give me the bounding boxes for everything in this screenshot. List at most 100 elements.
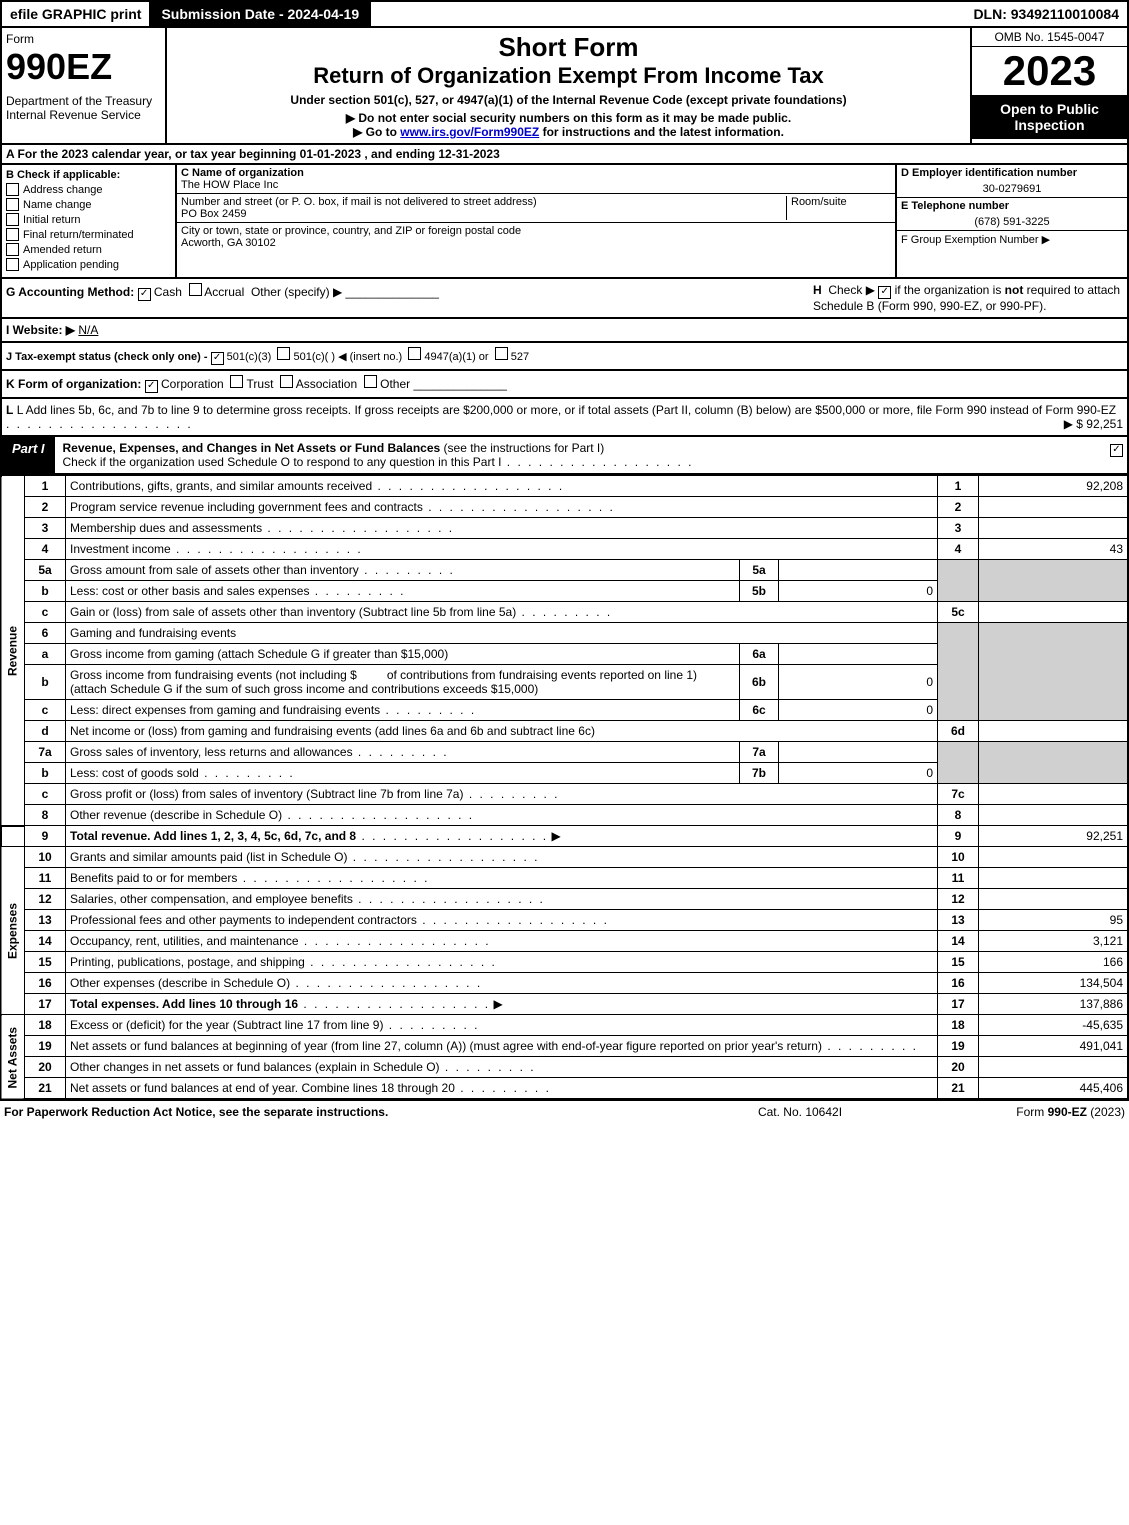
cb-501c[interactable] — [277, 347, 290, 360]
h-schedule-b: H Check ▶ ✓ if the organization is not r… — [813, 283, 1123, 313]
c-name-row: C Name of organization The HOW Place Inc — [177, 165, 895, 194]
line-9: 9 Total revenue. Add lines 1, 2, 3, 4, 5… — [1, 826, 1128, 847]
page-footer: For Paperwork Reduction Act Notice, see … — [0, 1100, 1129, 1123]
cb-accrual[interactable] — [189, 283, 202, 296]
cb-cash[interactable]: ✓ — [138, 288, 151, 301]
expenses-sidebar: Expenses — [1, 847, 25, 1015]
line-6d: d Net income or (loss) from gaming and f… — [1, 721, 1128, 742]
c-city-row: City or town, state or province, country… — [177, 223, 895, 251]
cb-address-change[interactable]: Address change — [6, 183, 171, 196]
val-10 — [979, 847, 1129, 868]
cb-527[interactable] — [495, 347, 508, 360]
val-21: 445,406 — [979, 1078, 1129, 1100]
line-6: 6 Gaming and fundraising events — [1, 623, 1128, 644]
cb-corporation[interactable]: ✓ — [145, 380, 158, 393]
form-label: Form — [6, 32, 161, 46]
short-form-title: Short Form — [171, 32, 966, 63]
top-bar: efile GRAPHIC print Submission Date - 20… — [0, 0, 1129, 28]
column-d: D Employer identification number 30-0279… — [895, 165, 1127, 277]
header-right: OMB No. 1545-0047 2023 Open to Public In… — [970, 28, 1127, 143]
val-20 — [979, 1057, 1129, 1078]
header-center: Short Form Return of Organization Exempt… — [167, 28, 970, 143]
line-1: Revenue 1 Contributions, gifts, grants, … — [1, 476, 1128, 497]
val-3 — [979, 518, 1129, 539]
val-9: 92,251 — [979, 826, 1129, 847]
part1-tag: Part I — [2, 437, 55, 473]
checkbox-icon — [6, 228, 19, 241]
no-ssn-warning: ▶ Do not enter social security numbers o… — [171, 111, 966, 125]
cb-4947[interactable] — [408, 347, 421, 360]
b-title: B Check if applicable: — [6, 169, 171, 181]
val-6b: 0 — [779, 665, 938, 700]
info-grid: B Check if applicable: Address change Na… — [0, 165, 1129, 279]
tax-year: 2023 — [972, 47, 1127, 95]
f-group-exemption: F Group Exemption Number ▶ — [897, 230, 1127, 248]
org-name: The HOW Place Inc — [181, 179, 278, 191]
room-suite: Room/suite — [786, 196, 891, 220]
val-4: 43 — [979, 539, 1129, 560]
cb-other[interactable] — [364, 375, 377, 388]
g-h-row: G Accounting Method: ✓ Cash Accrual Othe… — [0, 279, 1129, 319]
line-19: 19 Net assets or fund balances at beginn… — [1, 1036, 1128, 1057]
under-section: Under section 501(c), 527, or 4947(a)(1)… — [171, 93, 966, 107]
line-7c: c Gross profit or (loss) from sales of i… — [1, 784, 1128, 805]
line-11: 11 Benefits paid to or for members 11 — [1, 868, 1128, 889]
c-name-label: C Name of organization — [181, 167, 304, 179]
cb-schedule-o[interactable]: ✓ — [1110, 444, 1123, 457]
val-14: 3,121 — [979, 931, 1129, 952]
irs-label: Internal Revenue Service — [6, 108, 161, 122]
line-20: 20 Other changes in net assets or fund b… — [1, 1057, 1128, 1078]
l-amount: ▶ $ 92,251 — [1064, 417, 1123, 431]
c-city-label: City or town, state or province, country… — [181, 225, 521, 237]
cb-amended[interactable]: Amended return — [6, 243, 171, 256]
val-11 — [979, 868, 1129, 889]
header-left: Form 990EZ Department of the Treasury In… — [2, 28, 167, 143]
org-address: PO Box 2459 — [181, 208, 246, 220]
irs-link[interactable]: www.irs.gov/Form990EZ — [400, 125, 539, 139]
line-21: 21 Net assets or fund balances at end of… — [1, 1078, 1128, 1100]
cb-name-change[interactable]: Name change — [6, 198, 171, 211]
line-2: 2 Program service revenue including gove… — [1, 497, 1128, 518]
val-12 — [979, 889, 1129, 910]
cb-application-pending[interactable]: Application pending — [6, 258, 171, 271]
cb-final-return[interactable]: Final return/terminated — [6, 228, 171, 241]
column-c: C Name of organization The HOW Place Inc… — [177, 165, 895, 277]
val-1: 92,208 — [979, 476, 1129, 497]
cb-initial-return[interactable]: Initial return — [6, 213, 171, 226]
line-16: 16 Other expenses (describe in Schedule … — [1, 973, 1128, 994]
line-17: 17 Total expenses. Add lines 10 through … — [1, 994, 1128, 1015]
val-5b: 0 — [779, 581, 938, 602]
cb-association[interactable] — [280, 375, 293, 388]
c-address-row: Number and street (or P. O. box, if mail… — [177, 194, 895, 223]
phone-value: (678) 591-3225 — [897, 214, 1127, 230]
efile-label: efile GRAPHIC print — [2, 2, 149, 26]
cb-trust[interactable] — [230, 375, 243, 388]
line-3: 3 Membership dues and assessments 3 — [1, 518, 1128, 539]
k-form-org: K Form of organization: ✓ Corporation Tr… — [0, 371, 1129, 399]
val-19: 491,041 — [979, 1036, 1129, 1057]
val-16: 134,504 — [979, 973, 1129, 994]
checkbox-icon — [6, 243, 19, 256]
g-accounting: G Accounting Method: ✓ Cash Accrual Othe… — [6, 283, 813, 313]
website-value: N/A — [78, 323, 98, 337]
val-5c — [979, 602, 1129, 623]
val-18: -45,635 — [979, 1015, 1129, 1036]
dept-treasury: Department of the Treasury — [6, 94, 161, 108]
line-18: Net Assets 18 Excess or (deficit) for th… — [1, 1015, 1128, 1036]
line-8: 8 Other revenue (describe in Schedule O)… — [1, 805, 1128, 826]
column-b: B Check if applicable: Address change Na… — [2, 165, 177, 277]
val-7c — [979, 784, 1129, 805]
line-12: 12 Salaries, other compensation, and emp… — [1, 889, 1128, 910]
cb-schedule-b[interactable]: ✓ — [878, 286, 891, 299]
part1-header: Part I Revenue, Expenses, and Changes in… — [0, 437, 1129, 475]
paperwork-notice: For Paperwork Reduction Act Notice, see … — [4, 1105, 675, 1119]
val-6c: 0 — [779, 700, 938, 721]
revenue-sidebar: Revenue — [1, 476, 25, 826]
l-gross-receipts: L L Add lines 5b, 6c, and 7b to line 9 t… — [0, 399, 1129, 437]
part1-title: Revenue, Expenses, and Changes in Net As… — [55, 437, 1099, 473]
line-4: 4 Investment income 4 43 — [1, 539, 1128, 560]
cb-501c3[interactable]: ✓ — [211, 352, 224, 365]
c-addr-label: Number and street (or P. O. box, if mail… — [181, 196, 537, 208]
open-public: Open to Public Inspection — [972, 95, 1127, 139]
checkbox-icon — [6, 258, 19, 271]
